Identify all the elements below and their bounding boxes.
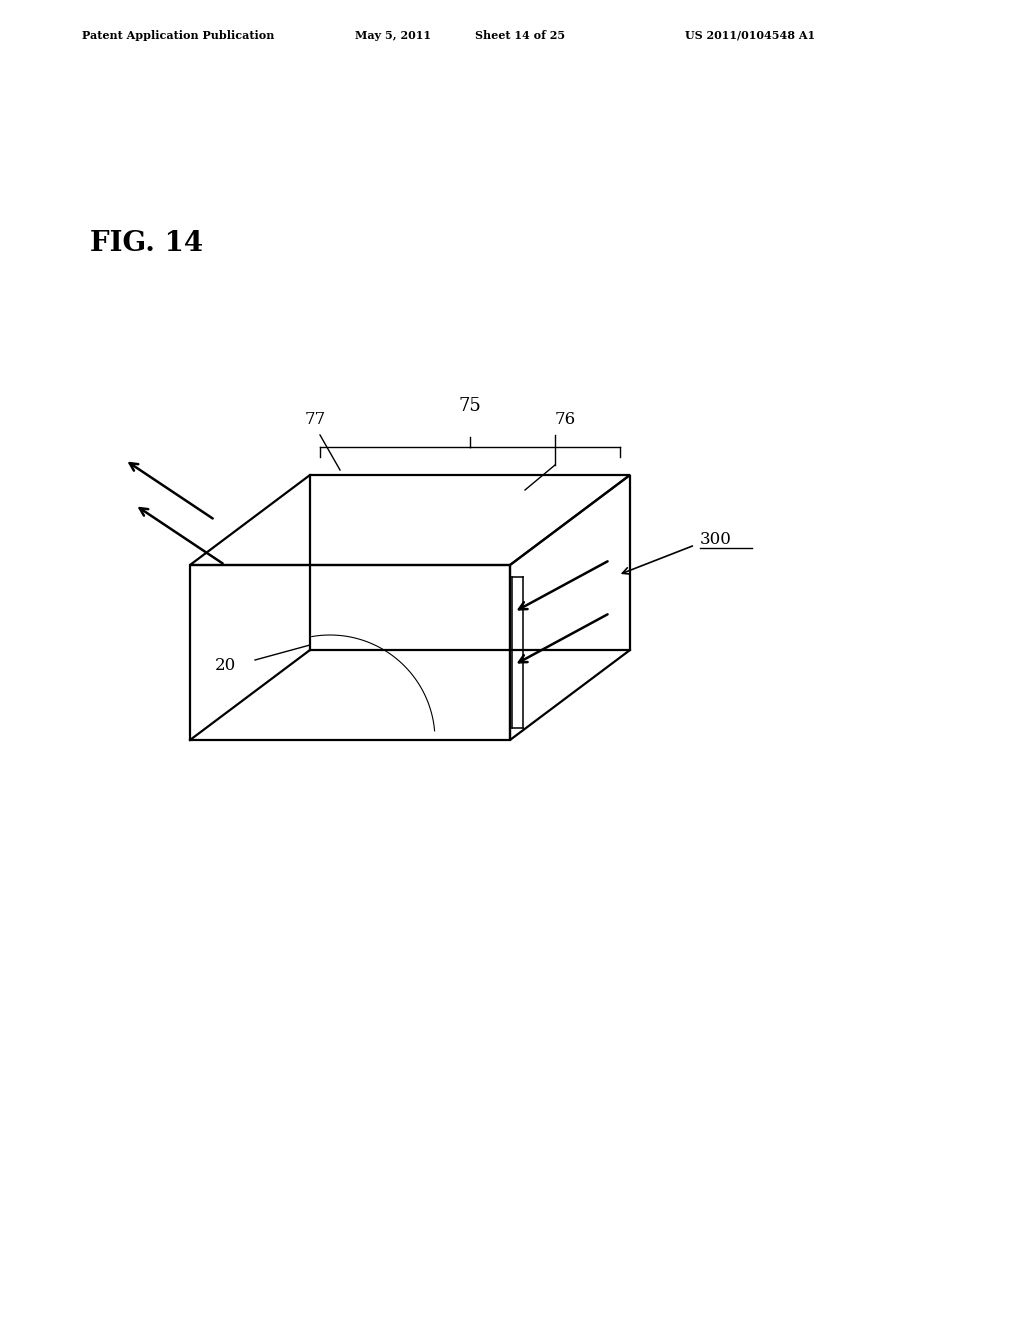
Text: Sheet 14 of 25: Sheet 14 of 25 — [475, 30, 565, 41]
Text: US 2011/0104548 A1: US 2011/0104548 A1 — [685, 30, 815, 41]
Text: Patent Application Publication: Patent Application Publication — [82, 30, 274, 41]
Text: FIG. 14: FIG. 14 — [90, 230, 203, 257]
Text: 76: 76 — [555, 412, 577, 429]
Text: 75: 75 — [459, 397, 481, 414]
Text: May 5, 2011: May 5, 2011 — [355, 30, 431, 41]
Text: 300: 300 — [700, 532, 732, 549]
Text: 77: 77 — [305, 412, 327, 429]
Text: 20: 20 — [215, 656, 237, 673]
